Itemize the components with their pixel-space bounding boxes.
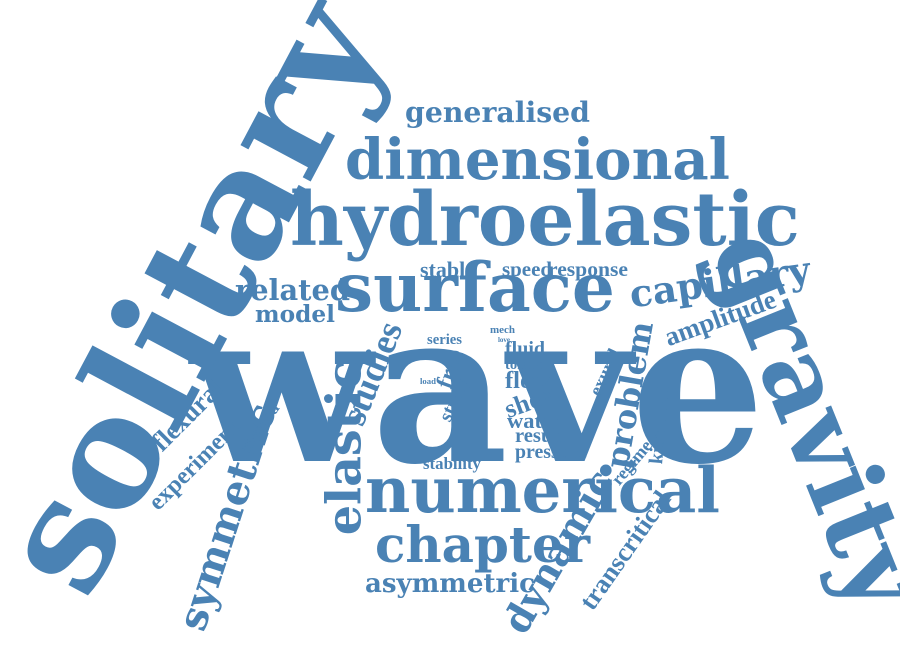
word-asymmetric: asymmetric [365,569,535,600]
word-stable: stable [420,257,475,282]
word-load: load [420,375,436,386]
word-fluid: fluid [505,338,545,360]
word-related: related [235,272,350,307]
word-response: response [548,257,628,282]
word-chapter: chapter [374,515,590,575]
word-flow: flow [505,366,550,394]
word-dimensional: dimensional [345,126,730,193]
word-mech: mech [490,323,515,336]
word-generalised: generalised [405,95,590,130]
word-wave: wave [190,263,765,512]
word-speed: speed [502,256,552,281]
word-toland: toland [505,357,545,374]
word-numerical: numerical [365,452,720,527]
word-water: water [507,407,562,433]
word-hydroelastic: hydroelastic [290,175,800,263]
word-model: model [255,300,335,328]
word-result: result [515,424,565,447]
word-surface: surface [335,247,615,327]
word-love: love [498,335,510,344]
word-stability: stability [423,453,481,473]
word-pressure: pressure [515,441,587,464]
word-series: series [427,332,462,349]
